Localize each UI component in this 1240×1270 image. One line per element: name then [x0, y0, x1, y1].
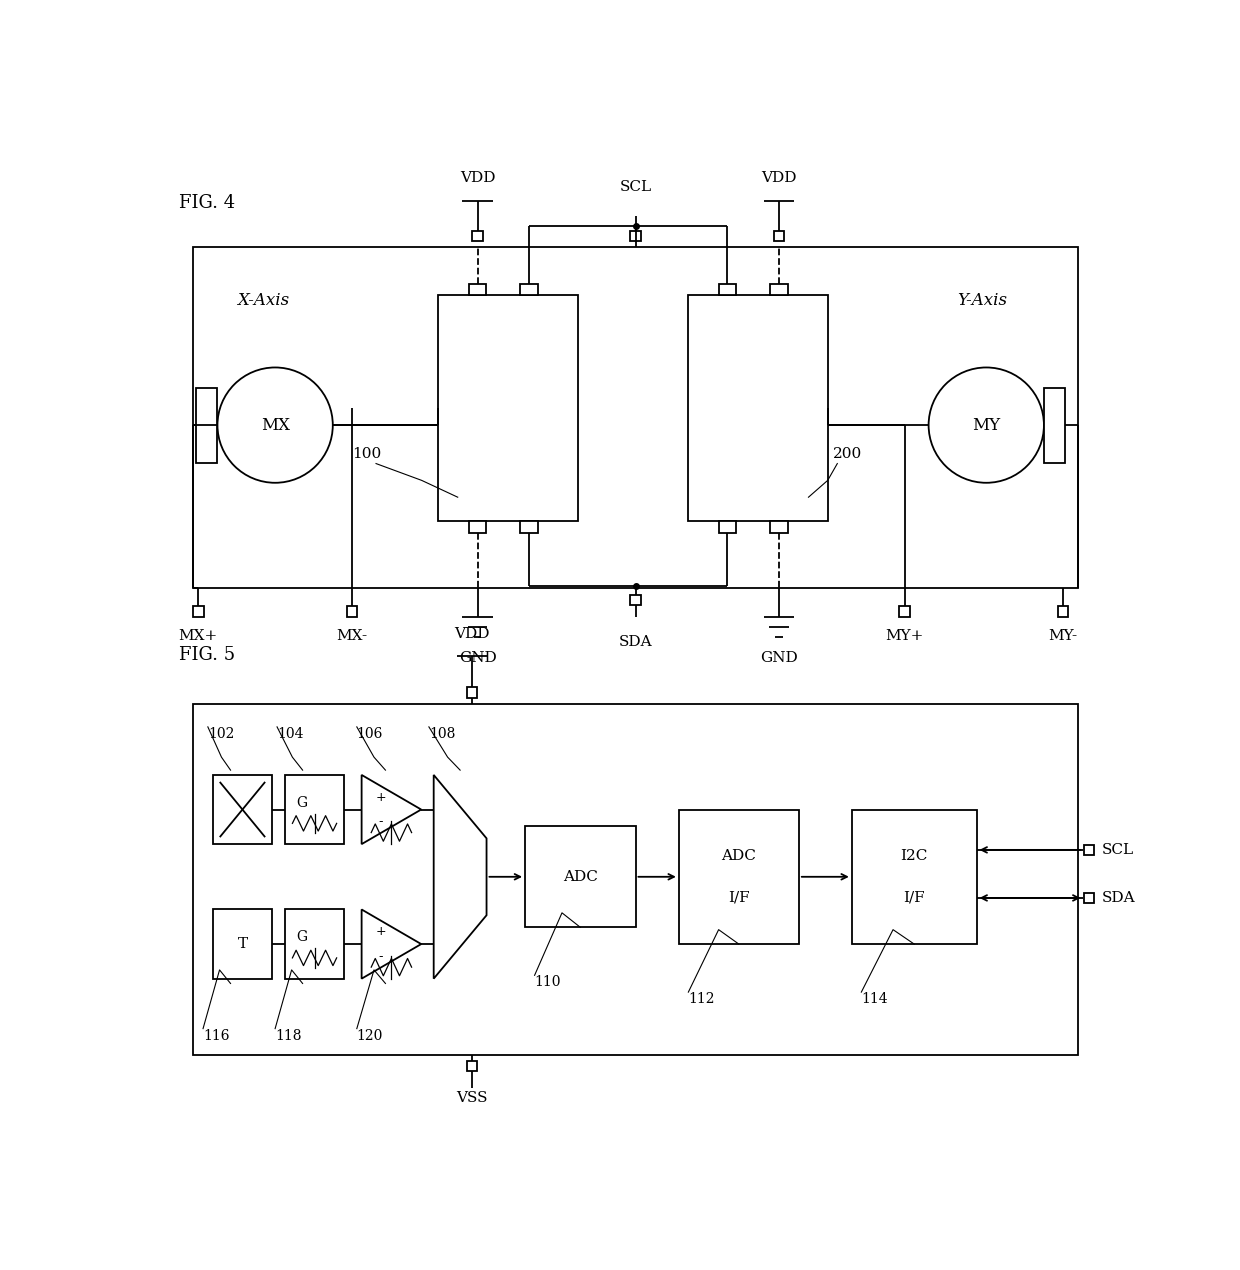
Bar: [678, 809, 799, 944]
Text: ADC: ADC: [563, 870, 598, 884]
Text: 110: 110: [534, 975, 560, 989]
Bar: [1044, 387, 1065, 462]
Bar: [630, 231, 641, 241]
Text: ADC: ADC: [722, 848, 756, 862]
Text: 118: 118: [275, 1029, 301, 1043]
Text: MY: MY: [972, 417, 1001, 433]
Text: I/F: I/F: [728, 892, 750, 906]
Bar: [770, 521, 787, 532]
Bar: [630, 594, 641, 606]
Bar: [213, 775, 273, 845]
Text: MX-: MX-: [336, 629, 367, 643]
Bar: [719, 521, 737, 532]
Text: FIG. 5: FIG. 5: [179, 646, 236, 664]
Text: 114: 114: [862, 992, 888, 1006]
Bar: [525, 827, 635, 927]
Text: SCL: SCL: [1101, 843, 1133, 857]
Bar: [466, 687, 477, 697]
Text: SDA: SDA: [1101, 892, 1135, 906]
Text: T: T: [237, 937, 248, 951]
Bar: [193, 248, 1078, 588]
Text: MY+: MY+: [885, 629, 924, 643]
Text: 120: 120: [357, 1029, 383, 1043]
Bar: [472, 231, 482, 241]
Text: VDD: VDD: [761, 171, 796, 185]
Text: +: +: [376, 925, 386, 939]
Text: FIG. 4: FIG. 4: [179, 194, 236, 212]
Text: GND: GND: [760, 652, 797, 665]
Bar: [899, 606, 910, 617]
Text: VDD: VDD: [454, 627, 490, 641]
Bar: [285, 775, 345, 845]
Text: MY-: MY-: [1049, 629, 1078, 643]
Text: -: -: [378, 815, 383, 828]
Text: 104: 104: [277, 726, 304, 740]
Bar: [770, 284, 787, 296]
Bar: [852, 809, 977, 944]
Bar: [1084, 845, 1095, 855]
Text: G: G: [296, 930, 308, 944]
Bar: [469, 521, 486, 532]
Text: X-Axis: X-Axis: [237, 292, 289, 309]
Bar: [193, 606, 203, 617]
Text: 106: 106: [357, 726, 383, 740]
Text: 112: 112: [688, 992, 714, 1006]
Bar: [466, 1060, 477, 1072]
Text: GND: GND: [459, 652, 496, 665]
Bar: [439, 296, 578, 521]
Text: 116: 116: [203, 1029, 229, 1043]
Text: MX: MX: [260, 417, 290, 433]
Text: VDD: VDD: [460, 171, 495, 185]
Text: MX+: MX+: [179, 629, 218, 643]
Text: VSS: VSS: [456, 1091, 487, 1105]
Bar: [521, 521, 538, 532]
Bar: [719, 284, 737, 296]
Text: +: +: [376, 790, 386, 804]
Text: 200: 200: [832, 447, 862, 461]
Text: I2C: I2C: [900, 848, 928, 862]
Text: Y-Axis: Y-Axis: [957, 292, 1007, 309]
Text: SCL: SCL: [620, 180, 651, 194]
Text: SDA: SDA: [619, 635, 652, 649]
Text: -: -: [378, 950, 383, 963]
Bar: [193, 704, 1078, 1054]
Bar: [469, 284, 486, 296]
Bar: [774, 231, 784, 241]
Text: 108: 108: [429, 726, 455, 740]
Bar: [347, 606, 357, 617]
Bar: [285, 909, 345, 979]
Bar: [521, 284, 538, 296]
Bar: [688, 296, 828, 521]
Text: 100: 100: [352, 447, 381, 461]
Bar: [1058, 606, 1069, 617]
Text: G: G: [296, 795, 308, 809]
Bar: [196, 387, 217, 462]
Text: 102: 102: [208, 726, 234, 740]
Text: I/F: I/F: [904, 892, 925, 906]
Bar: [213, 909, 273, 979]
Bar: [1084, 893, 1095, 903]
